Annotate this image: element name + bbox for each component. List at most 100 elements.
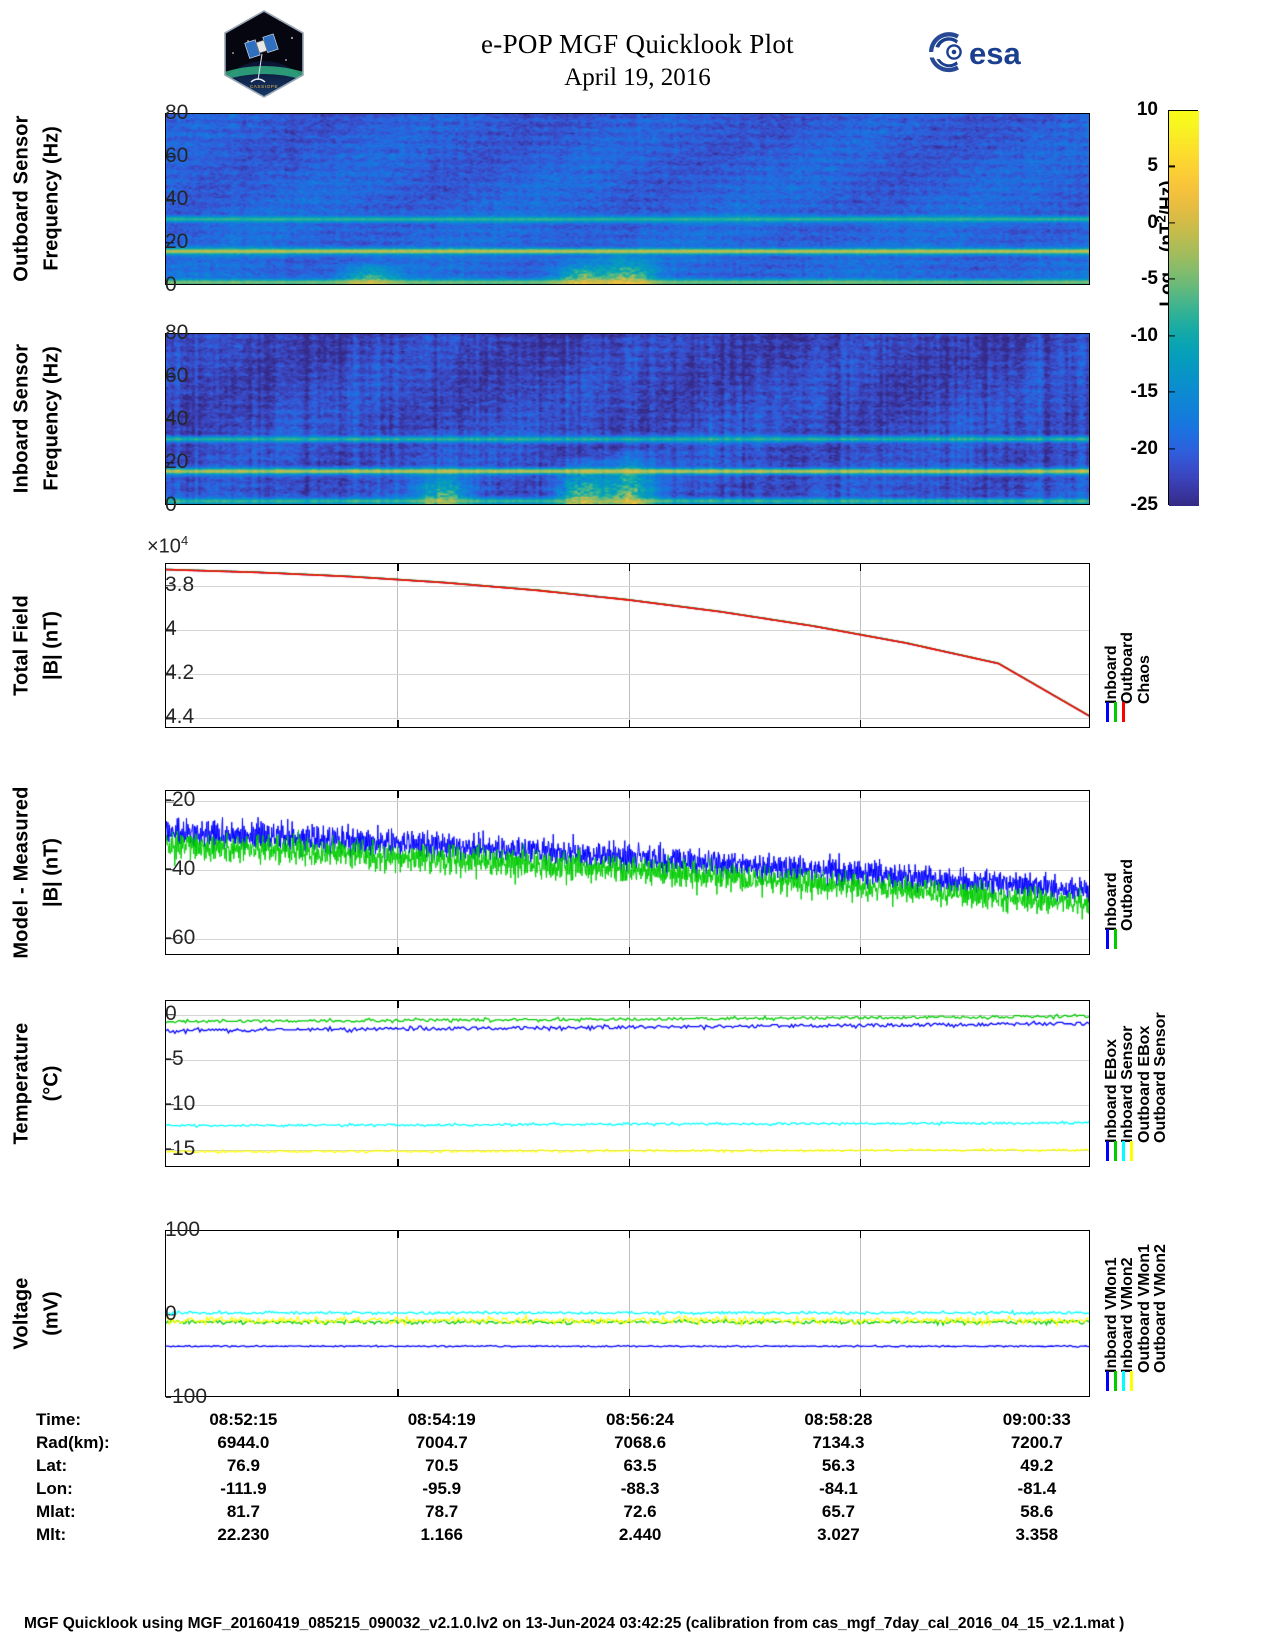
table-cell-value: 7134.3 (812, 1432, 865, 1452)
legend-entry-label: Outboard VMon1 (1135, 1244, 1153, 1373)
plot-canvas (166, 564, 1089, 727)
colorbar-ticks: 10 5 0 -5 -10 -15 -20 -25 (1131, 99, 1198, 515)
legend-entry-label: Inboard (1103, 645, 1120, 704)
table-cell-value: 08:56:24 (606, 1409, 675, 1429)
table-cell-value: 1.166 (420, 1524, 463, 1544)
table-cell-value: 76.9 (226, 1455, 260, 1475)
colorbar (1168, 110, 1199, 506)
ylabel-total-field-line1: Total Field (10, 594, 33, 696)
ytick-temperature: 0 (165, 1001, 177, 1025)
legend-entry-label: Inboard (1103, 872, 1120, 931)
ylabel-temperature-line1: Temperature (10, 1022, 33, 1144)
legend-color-swatch (1130, 1371, 1133, 1391)
table-cell-value: 08:52:15 (209, 1409, 278, 1429)
colorbar-tick-mark (1168, 165, 1175, 168)
legend-model-measured: Inboard Outboard (1103, 859, 1137, 931)
table-cell-value: 70.5 (425, 1455, 459, 1475)
table-row-label: Mlt: (36, 1524, 67, 1544)
mission-logo-icon: CASSIOPE (218, 8, 310, 100)
ytick-inboard-spec: 80 (165, 321, 188, 345)
colorbar-tick-label: -25 (1130, 494, 1158, 515)
colorbar-tick-mark (1168, 391, 1175, 393)
legend-temperature: Inboard EBox Inboard Sensor Outboard EBox O… (1103, 1012, 1169, 1143)
table-row: Mlat: 81.7 78.7 72.6 65.7 58.6 (36, 1500, 1136, 1523)
page-subtitle: April 19, 2016 (564, 63, 711, 91)
table-cell-value: 2.440 (618, 1524, 662, 1544)
ytick-total-field: 4 (165, 617, 177, 640)
table-row-label: Time: (36, 1409, 82, 1429)
ytick-voltage: 100 (165, 1218, 200, 1242)
table-cell-value: 56.3 (821, 1455, 855, 1475)
table-row: Lat: 76.9 70.5 63.5 56.3 49.2 (36, 1454, 1136, 1477)
spectrogram-canvas (166, 334, 1089, 504)
svg-text:CASSIOPE: CASSIOPE (250, 84, 278, 89)
table-cell-value: 58.6 (1020, 1501, 1054, 1521)
colorbar-tick-label: -20 (1130, 437, 1158, 459)
colorbar-tick-label: 10 (1136, 99, 1158, 120)
ylabel-inboard-spec-line1: Inboard Sensor (10, 343, 33, 494)
ytick-mark (166, 242, 174, 244)
table-cell-value: 3.027 (817, 1524, 860, 1544)
legend-color-swatch (1130, 1141, 1133, 1161)
legend-color-swatch (1106, 1141, 1109, 1161)
axes-voltage (165, 1230, 1090, 1397)
legend-entry-label: Outboard Sensor (1151, 1012, 1169, 1143)
legend-entry-label: Outboard VMon2 (1151, 1244, 1169, 1373)
colorbar-tick-label: 5 (1147, 155, 1158, 177)
colorbar-tick-mark (1168, 447, 1175, 450)
table-cell-value: -84.1 (819, 1478, 858, 1498)
ytick-voltage: -100 (165, 1385, 207, 1409)
legend-entry-label: Inboard EBox (1103, 1038, 1120, 1143)
ytick-outboard-spec: 60 (165, 144, 188, 168)
table-cell-value: 3.358 (1015, 1524, 1059, 1544)
table-cell-value: 65.7 (821, 1501, 855, 1521)
ytick-temperature: -15 (165, 1137, 195, 1161)
ylabel-voltage-line1: Voltage (10, 1276, 33, 1350)
ytick-total-field: 4.4 (165, 705, 194, 729)
table-cell-value: 81.7 (226, 1501, 260, 1521)
table-row-label: Lat: (36, 1455, 68, 1475)
ytick-total-field: 4.2 (165, 661, 194, 685)
table-cell-value: 78.7 (425, 1501, 459, 1521)
table-row: Time: 08:52:15 08:54:19 08:56:24 08:58:28 09:… (36, 1408, 1136, 1431)
footer-provenance-text: MGF Quicklook using MGF_20160419_085215_… (24, 1615, 1125, 1632)
ytick-voltage: 0 (165, 1301, 177, 1325)
exp-mantissa: ×10 (147, 535, 181, 558)
table-cell-value: 08:58:28 (804, 1409, 873, 1429)
ytick-model-measured: -40 (165, 857, 195, 881)
colorbar-tick-label: -5 (1141, 268, 1158, 290)
legend-color-swatch (1114, 702, 1117, 722)
ytick-inboard-spec: 20 (165, 450, 188, 474)
table-row-label: Mlat: (36, 1501, 76, 1521)
ytick-temperature: -10 (165, 1092, 195, 1116)
legend-color-swatch (1106, 1371, 1109, 1391)
legend-entry-label: Outboard EBox (1135, 1025, 1153, 1143)
legend-color-swatch (1106, 702, 1109, 722)
legend-voltage: Inboard VMon1 Inboard VMon2 Outboard VMon1… (1103, 1244, 1169, 1373)
ytick-outboard-spec: 80 (165, 101, 188, 125)
table-cell-value: 6944.0 (217, 1432, 270, 1452)
ytick-inboard-spec: 40 (165, 407, 188, 431)
table-cell-value: -88.3 (620, 1478, 660, 1498)
table-cell-value: 63.5 (623, 1455, 657, 1475)
ylabel-total-field-line2: |B| (nT) (40, 610, 63, 680)
table-cell-value: 08:54:19 (407, 1409, 476, 1429)
plot-canvas (166, 1231, 1089, 1396)
ytick-temperature: -5 (165, 1047, 184, 1071)
ytick-mark (166, 376, 174, 378)
ytick-mark (166, 419, 174, 421)
ytick-mark (166, 156, 174, 158)
ytick-inboard-spec: 60 (165, 364, 188, 388)
table-cell-value: 09:00:33 (1002, 1409, 1071, 1429)
legend-color-swatch (1122, 702, 1125, 722)
esa-logo-icon: esa (925, 28, 1043, 76)
plot-canvas (166, 791, 1089, 954)
colorbar-tick-mark (1168, 222, 1175, 224)
axes-outboard-spec (165, 113, 1090, 285)
table-cell-value: 7200.7 (1010, 1432, 1063, 1452)
ytick-total-field: 3.8 (165, 573, 194, 597)
legend-swatches-temperature (1106, 1141, 1133, 1161)
legend-entry-label: Inboard VMon2 (1119, 1257, 1137, 1373)
ytick-inboard-spec: 0 (165, 493, 177, 516)
axes-total-field (165, 563, 1090, 728)
